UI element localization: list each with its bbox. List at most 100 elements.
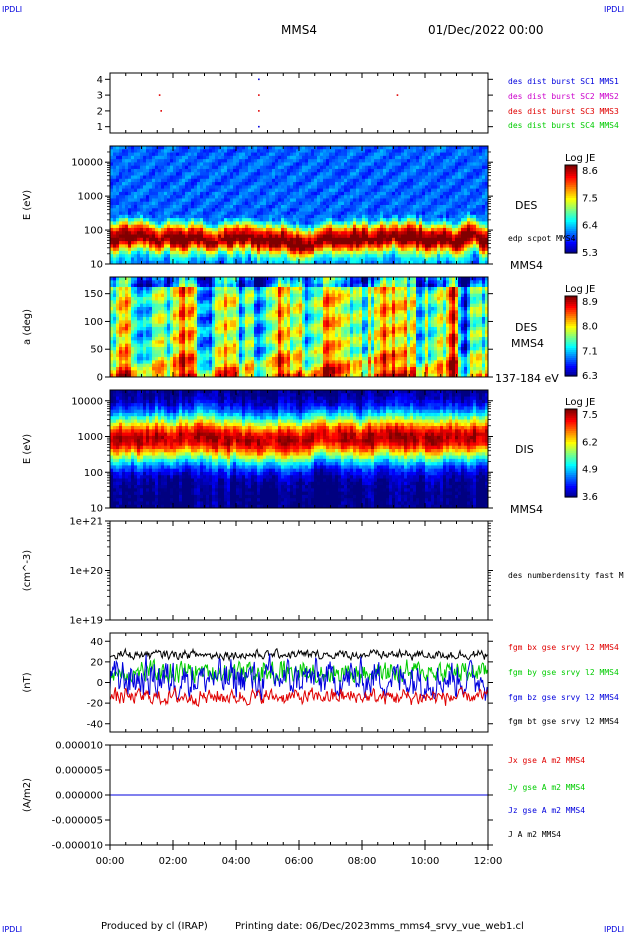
spectrogram-cell bbox=[215, 260, 219, 265]
spectrogram-cell bbox=[146, 260, 150, 265]
spectrogram-cell bbox=[137, 198, 141, 203]
spectrogram-cell bbox=[278, 257, 282, 262]
spectrogram-cell bbox=[155, 214, 159, 219]
spectrogram-cell bbox=[473, 152, 477, 157]
spectrogram-cell bbox=[305, 149, 309, 154]
spectrogram-cell bbox=[206, 211, 210, 216]
spectrogram-cell bbox=[218, 168, 222, 173]
spectrogram-cell bbox=[290, 178, 294, 183]
spectrogram-cell bbox=[401, 159, 405, 163]
spectrogram-cell bbox=[413, 254, 417, 258]
spectrogram-cell bbox=[470, 155, 474, 160]
spectrogram-cell bbox=[341, 227, 345, 232]
spectrogram-cell bbox=[122, 340, 126, 345]
spectrogram-cell bbox=[293, 234, 297, 239]
spectrogram-cell bbox=[260, 234, 264, 239]
spectrogram-cell bbox=[458, 244, 462, 249]
spectrogram-cell bbox=[119, 280, 123, 285]
spectrogram-cell bbox=[269, 185, 273, 190]
spectrogram-cell bbox=[185, 241, 189, 245]
spectrogram-cell bbox=[275, 221, 279, 226]
spectrogram-cell bbox=[317, 260, 321, 265]
spectrogram-cell bbox=[122, 280, 126, 285]
spectrogram-cell bbox=[119, 357, 123, 361]
spectrogram-cell bbox=[233, 211, 237, 216]
spectrogram-cell bbox=[128, 227, 132, 232]
spectrogram-cell bbox=[266, 247, 270, 252]
spectrogram-cell bbox=[404, 165, 408, 170]
spectrogram-cell bbox=[482, 172, 486, 176]
spectrogram-cell bbox=[467, 241, 471, 245]
spectrogram-cell bbox=[416, 175, 420, 180]
spectrogram-cell bbox=[392, 234, 396, 239]
spectrogram-cell bbox=[278, 254, 282, 258]
spectrogram-cell bbox=[485, 244, 489, 249]
spectrogram-cell bbox=[296, 250, 300, 255]
spectrogram-cell bbox=[434, 260, 438, 265]
spectrogram-cell bbox=[140, 254, 144, 258]
spectrogram-cell bbox=[179, 211, 183, 216]
spectrogram-cell bbox=[263, 178, 267, 183]
spectrogram-cell bbox=[401, 178, 405, 183]
spectrogram-cell bbox=[470, 168, 474, 173]
spectrogram-cell bbox=[176, 244, 180, 249]
spectrogram-cell bbox=[197, 247, 201, 252]
spectrogram-cell bbox=[230, 168, 234, 173]
spectrogram-cell bbox=[377, 175, 381, 180]
spectrogram-cell bbox=[122, 178, 126, 183]
spectrogram-cell bbox=[227, 208, 231, 213]
spectrogram-cell bbox=[425, 168, 429, 173]
spectrogram-cell bbox=[224, 168, 228, 173]
spectrogram-cell bbox=[110, 317, 114, 321]
spectrogram-cell bbox=[149, 168, 153, 173]
spectrogram-cell bbox=[209, 254, 213, 258]
spectrogram-cell bbox=[356, 218, 360, 222]
spectrogram-cell bbox=[203, 247, 207, 252]
spectrogram-cell bbox=[140, 231, 144, 235]
spectrogram-cell bbox=[119, 244, 123, 249]
spectrogram-cell bbox=[278, 231, 282, 235]
spectrogram-cell bbox=[128, 146, 132, 150]
spectrogram-cell bbox=[215, 205, 219, 209]
spectrogram-cell bbox=[473, 241, 477, 245]
spectrogram-cell bbox=[479, 146, 483, 150]
spectrogram-cell bbox=[125, 241, 129, 245]
spectrogram-cell bbox=[281, 155, 285, 160]
spectrogram-cell bbox=[404, 175, 408, 180]
y-axis-label: E (eV) bbox=[22, 190, 33, 220]
spectrogram-cell bbox=[425, 247, 429, 252]
spectrogram-cell bbox=[449, 254, 453, 258]
spectrogram-cell bbox=[356, 257, 360, 262]
spectrogram-cell bbox=[197, 195, 201, 199]
spectrogram-cell bbox=[437, 198, 441, 203]
spectrogram-cell bbox=[113, 297, 117, 301]
spectrogram-cell bbox=[332, 221, 336, 226]
spectrogram-cell bbox=[443, 188, 447, 193]
spectrogram-cell bbox=[305, 231, 309, 235]
spectrogram-cell bbox=[443, 224, 447, 229]
spectrogram-cell bbox=[404, 221, 408, 226]
spectrogram-cell bbox=[164, 205, 168, 209]
spectrogram-cell bbox=[206, 218, 210, 222]
spectrogram-cell bbox=[461, 155, 465, 160]
spectrogram-cell bbox=[113, 257, 117, 262]
spectrogram-cell bbox=[479, 172, 483, 176]
spectrogram-cell bbox=[395, 188, 399, 193]
spectrogram-cell bbox=[113, 244, 117, 249]
spectrogram-cell bbox=[263, 221, 267, 226]
page-datetime: 01/Dec/2022 00:00 bbox=[428, 23, 544, 37]
spectrogram-cell bbox=[305, 162, 309, 167]
spectrogram-cell bbox=[140, 241, 144, 245]
spectrogram-cell bbox=[320, 152, 324, 157]
spectrogram-cell bbox=[455, 250, 459, 255]
spectrogram-cell bbox=[371, 221, 375, 226]
spectrogram-cell bbox=[131, 231, 135, 235]
spectrogram-cell bbox=[455, 159, 459, 163]
spectrogram-cell bbox=[239, 208, 243, 213]
spectrogram-cell bbox=[341, 257, 345, 262]
spectrogram-cell bbox=[266, 182, 270, 186]
spectrogram-cell bbox=[365, 218, 369, 222]
spectrogram-cell bbox=[161, 244, 165, 249]
spectrogram-cell bbox=[308, 254, 312, 258]
spectrogram-cell bbox=[371, 250, 375, 255]
